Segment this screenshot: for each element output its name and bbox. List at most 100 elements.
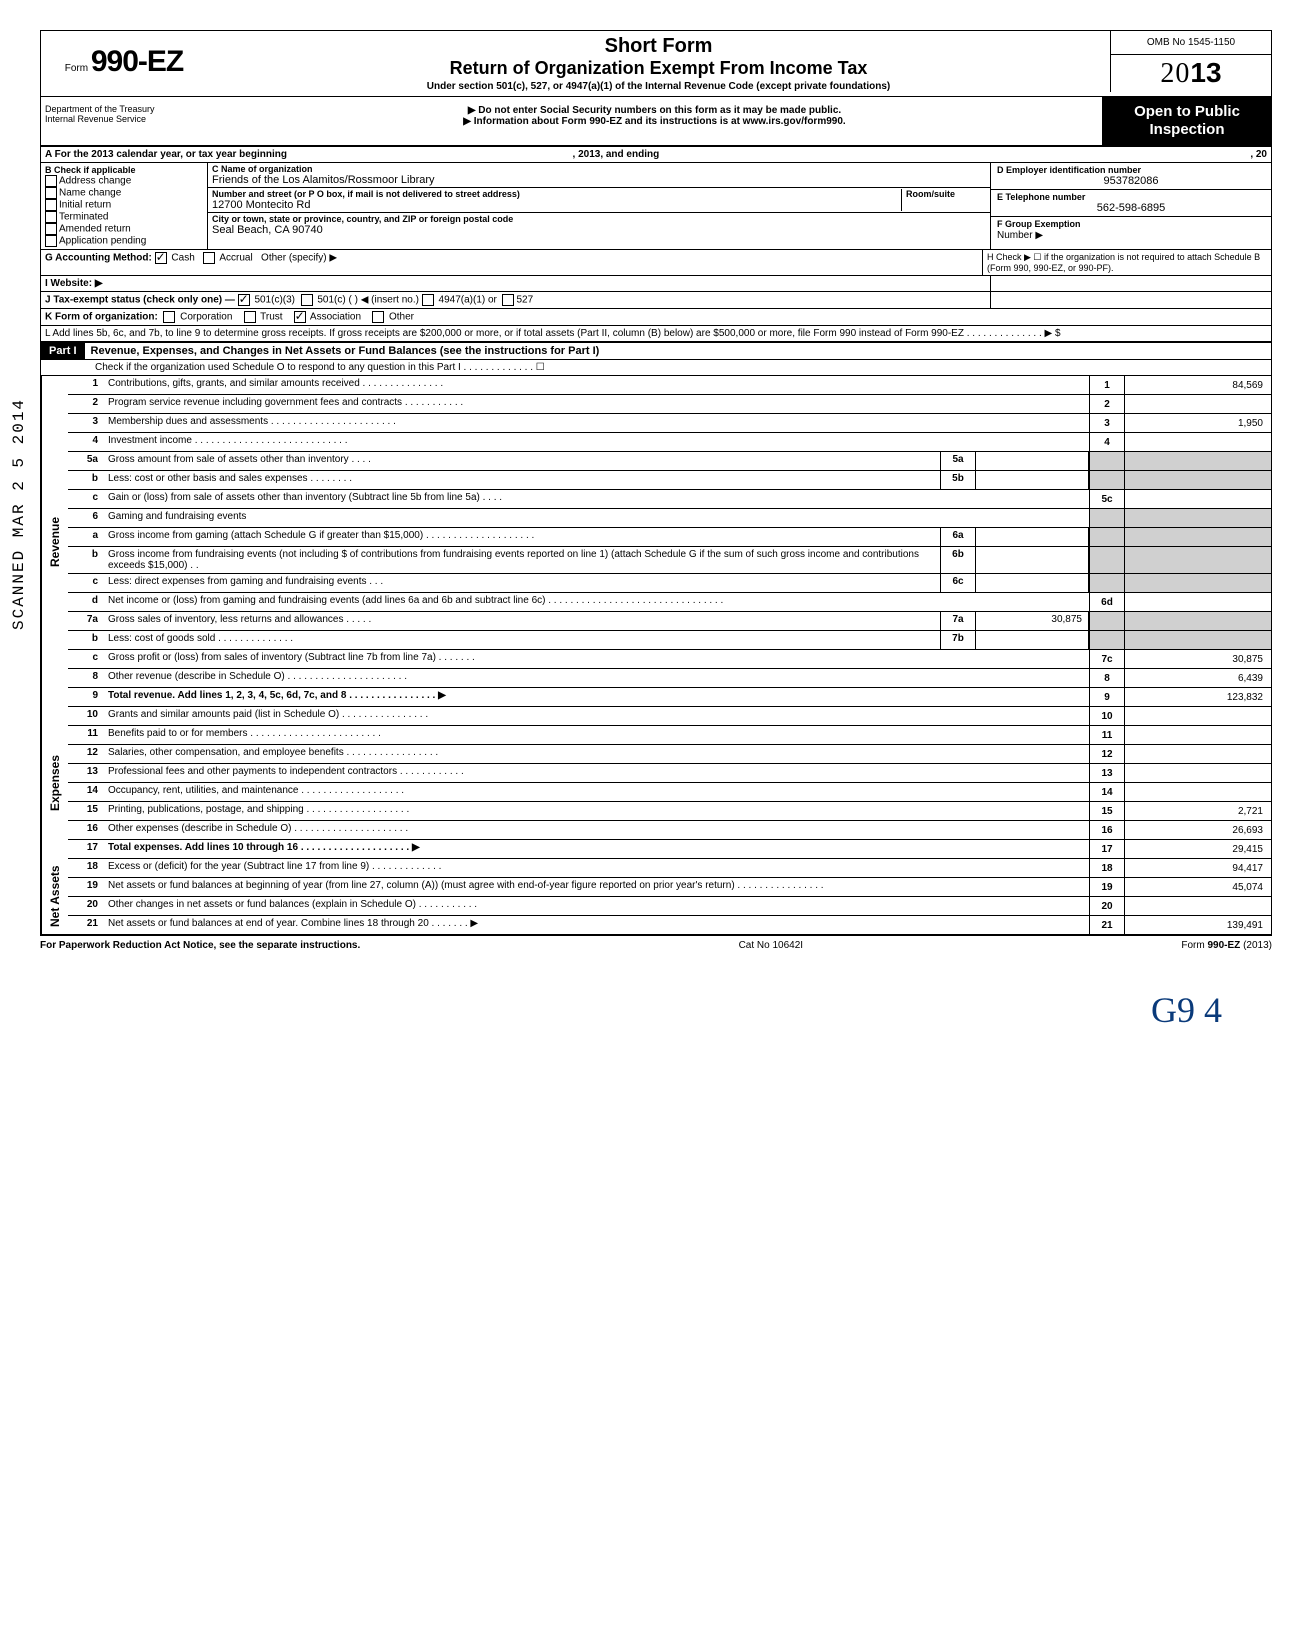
num-col: 1 bbox=[1089, 376, 1125, 394]
main-info: C Name of organization Friends of the Lo… bbox=[208, 163, 990, 249]
check-trust[interactable] bbox=[244, 311, 256, 323]
num-col-gray bbox=[1089, 528, 1125, 546]
sub-num: 6b bbox=[940, 547, 976, 573]
g-label: G Accounting Method: bbox=[45, 253, 152, 264]
part1-header: Part I Revenue, Expenses, and Changes in… bbox=[40, 343, 1272, 360]
check-501c3[interactable] bbox=[238, 294, 250, 306]
addr-value: 12700 Montecito Rd bbox=[212, 199, 901, 211]
line-text: Net assets or fund balances at end of ye… bbox=[104, 916, 1089, 934]
line-a-end: , 20 bbox=[983, 147, 1271, 162]
k-label: K Form of organization: bbox=[45, 312, 158, 323]
form-org-row: K Form of organization: Corporation Trus… bbox=[40, 309, 1272, 326]
omb-box: OMB No 1545-1150 2013 bbox=[1110, 31, 1271, 92]
sub-val bbox=[976, 471, 1089, 489]
line-l2: 2Program service revenue including gover… bbox=[68, 395, 1271, 414]
check-name[interactable] bbox=[45, 187, 57, 199]
form-number: 990-EZ bbox=[91, 45, 183, 78]
val-col bbox=[1125, 726, 1271, 744]
line-text: Gross profit or (loss) from sales of inv… bbox=[104, 650, 1089, 668]
line-a: A For the 2013 calendar year, or tax yea… bbox=[40, 147, 1272, 163]
line-text: Gain or (loss) from sale of assets other… bbox=[104, 490, 1089, 508]
val-col: 2,721 bbox=[1125, 802, 1271, 820]
open-to-public: Open to Public Inspection bbox=[1102, 97, 1271, 145]
line-l6c: cLess: direct expenses from gaming and f… bbox=[68, 574, 1271, 593]
check-cash[interactable] bbox=[155, 252, 167, 264]
form-prefix: Form bbox=[65, 63, 88, 74]
check-b-title: B Check if applicable bbox=[45, 165, 203, 175]
website-row: I Website: ▶ bbox=[40, 276, 1272, 292]
e-value: 562-598-6895 bbox=[997, 202, 1265, 214]
check-terminated[interactable] bbox=[45, 211, 57, 223]
sub-val bbox=[976, 547, 1089, 573]
k-other: Other bbox=[389, 312, 414, 323]
footer-right: Form 990-EZ (2013) bbox=[1181, 940, 1272, 951]
revenue-label: Revenue bbox=[41, 376, 68, 707]
val-col: 1,950 bbox=[1125, 414, 1271, 432]
line-text: Less: cost or other basis and sales expe… bbox=[104, 471, 940, 489]
num-col: 11 bbox=[1089, 726, 1125, 744]
tax-exempt-row: J Tax-exempt status (check only one) — 5… bbox=[40, 292, 1272, 309]
header: Form 990-EZ Short Form Return of Organiz… bbox=[40, 30, 1272, 97]
line-l5b: bLess: cost or other basis and sales exp… bbox=[68, 471, 1271, 490]
sub-val bbox=[976, 574, 1089, 592]
sub-val bbox=[976, 528, 1089, 546]
check-corp[interactable] bbox=[163, 311, 175, 323]
line-num: 16 bbox=[68, 821, 104, 839]
info-block: B Check if applicable Address change Nam… bbox=[40, 163, 1272, 250]
check-4947[interactable] bbox=[422, 294, 434, 306]
line-num: 4 bbox=[68, 433, 104, 451]
val-col bbox=[1125, 783, 1271, 801]
check-other-org[interactable] bbox=[372, 311, 384, 323]
check-accrual[interactable] bbox=[203, 252, 215, 264]
f-sub: Number ▶ bbox=[997, 230, 1043, 241]
line-text: Professional fees and other payments to … bbox=[104, 764, 1089, 782]
val-col bbox=[1125, 707, 1271, 725]
line-text: Other changes in net assets or fund bala… bbox=[104, 897, 1089, 915]
line-l3: 3Membership dues and assessments . . . .… bbox=[68, 414, 1271, 433]
line-num: 14 bbox=[68, 783, 104, 801]
check-address[interactable] bbox=[45, 175, 57, 187]
check-assoc[interactable] bbox=[294, 311, 306, 323]
part1-label: Part I bbox=[41, 343, 85, 359]
line-num: 21 bbox=[68, 916, 104, 934]
line-num: b bbox=[68, 471, 104, 489]
line-l11: 11Benefits paid to or for members . . . … bbox=[68, 726, 1271, 745]
line-text: Excess or (deficit) for the year (Subtra… bbox=[104, 859, 1089, 877]
dept-label: Department of the Treasury Internal Reve… bbox=[41, 97, 207, 145]
check-527[interactable] bbox=[502, 294, 514, 306]
line-num: a bbox=[68, 528, 104, 546]
line-num: 9 bbox=[68, 688, 104, 706]
check-b-col: B Check if applicable Address change Nam… bbox=[41, 163, 208, 249]
val-col bbox=[1125, 433, 1271, 451]
val-col-gray bbox=[1125, 452, 1271, 470]
city-value: Seal Beach, CA 90740 bbox=[212, 224, 986, 236]
line-l7c: cGross profit or (loss) from sales of in… bbox=[68, 650, 1271, 669]
check-amended[interactable] bbox=[45, 223, 57, 235]
val-col bbox=[1125, 764, 1271, 782]
line-text: Program service revenue including govern… bbox=[104, 395, 1089, 413]
g-other: Other (specify) ▶ bbox=[261, 253, 337, 264]
val-col bbox=[1125, 395, 1271, 413]
sub-val bbox=[976, 452, 1089, 470]
i-label: I Website: ▶ bbox=[41, 276, 990, 291]
sub-num: 5b bbox=[940, 471, 976, 489]
num-col: 18 bbox=[1089, 859, 1125, 877]
line-l10: 10Grants and similar amounts paid (list … bbox=[68, 707, 1271, 726]
check-amended-label: Amended return bbox=[59, 224, 131, 235]
check-initial[interactable] bbox=[45, 199, 57, 211]
check-pending[interactable] bbox=[45, 235, 57, 247]
line-num: c bbox=[68, 574, 104, 592]
c-label: C Name of organization bbox=[212, 164, 986, 174]
num-col: 12 bbox=[1089, 745, 1125, 763]
line-l18: 18Excess or (deficit) for the year (Subt… bbox=[68, 859, 1271, 878]
num-col: 14 bbox=[1089, 783, 1125, 801]
accounting-row: G Accounting Method: Cash Accrual Other … bbox=[40, 250, 1272, 276]
line-l20: 20Other changes in net assets or fund ba… bbox=[68, 897, 1271, 916]
f-label: F Group Exemption bbox=[997, 219, 1081, 229]
sub-num: 7a bbox=[940, 612, 976, 630]
line-text: Less: cost of goods sold . . . . . . . .… bbox=[104, 631, 940, 649]
num-col-gray bbox=[1089, 452, 1125, 470]
line-l16: 16Other expenses (describe in Schedule O… bbox=[68, 821, 1271, 840]
check-501c[interactable] bbox=[301, 294, 313, 306]
line-a-mid: , 2013, and ending bbox=[573, 149, 660, 160]
